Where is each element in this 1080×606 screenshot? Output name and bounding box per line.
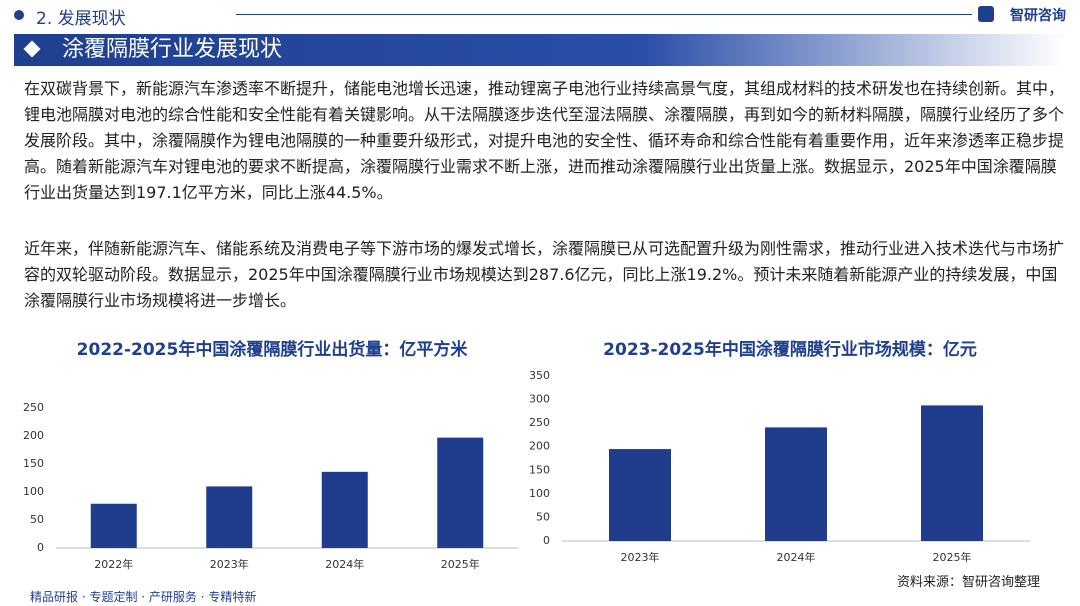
y-tick-label: 350: [529, 369, 550, 382]
footer-services: 精品研报 · 专题定制 · 产研服务 · 专精特新: [30, 590, 257, 604]
y-tick-label: 50: [30, 513, 44, 526]
x-tick-label: 2024年: [325, 557, 364, 571]
y-tick-label: 250: [23, 401, 44, 414]
y-tick-label: 0: [37, 541, 44, 554]
bar: [90, 503, 137, 548]
x-tick-label: 2023年: [621, 550, 660, 564]
y-tick-label: 100: [23, 485, 44, 498]
chart-title: 2022-2025年中国涂覆隔膜行业出货量：亿平方米: [76, 340, 468, 360]
x-tick-label: 2025年: [441, 557, 480, 571]
bar: [921, 405, 983, 541]
bar: [321, 471, 368, 548]
bar: [609, 449, 671, 541]
y-tick-label: 150: [529, 463, 550, 476]
logo-icon: [978, 6, 994, 22]
y-tick-label: 300: [529, 393, 550, 406]
x-tick-label: 2025年: [933, 550, 972, 564]
bar: [437, 437, 484, 548]
y-tick-label: 250: [529, 416, 550, 429]
chart-title: 2023-2025年中国涂覆隔膜行业市场规模：亿元: [603, 340, 977, 360]
y-tick-label: 200: [529, 440, 550, 453]
logo: 智研咨询: [1010, 8, 1066, 24]
y-tick-label: 200: [23, 429, 44, 442]
title-bar: [14, 34, 1066, 66]
page-title: 涂覆隔膜行业发展现状: [62, 37, 283, 62]
y-tick-label: 150: [23, 457, 44, 470]
paragraph: 在双碳背景下，新能源汽车渗透率不断提升，储能电池增长迅速，推动锂离子电池行业持续…: [24, 79, 1065, 202]
source: 资料来源：智研咨询整理: [896, 575, 1040, 590]
bar: [765, 427, 827, 541]
header-rule: [236, 14, 972, 15]
bullet: [14, 10, 24, 20]
y-tick-label: 50: [536, 510, 550, 523]
paragraph: 近年来，伴随新能源汽车、储能系统及消费电子等下游市场的爆发式增长，涂覆隔膜已从可…: [24, 239, 1065, 310]
section-label: 2. 发展现状: [36, 9, 126, 29]
y-tick-label: 100: [529, 487, 550, 500]
x-tick-label: 2024年: [777, 550, 816, 564]
bar: [206, 486, 253, 548]
x-tick-label: 2023年: [210, 557, 249, 571]
x-tick-label: 2022年: [94, 557, 133, 571]
y-tick-label: 0: [543, 534, 550, 547]
